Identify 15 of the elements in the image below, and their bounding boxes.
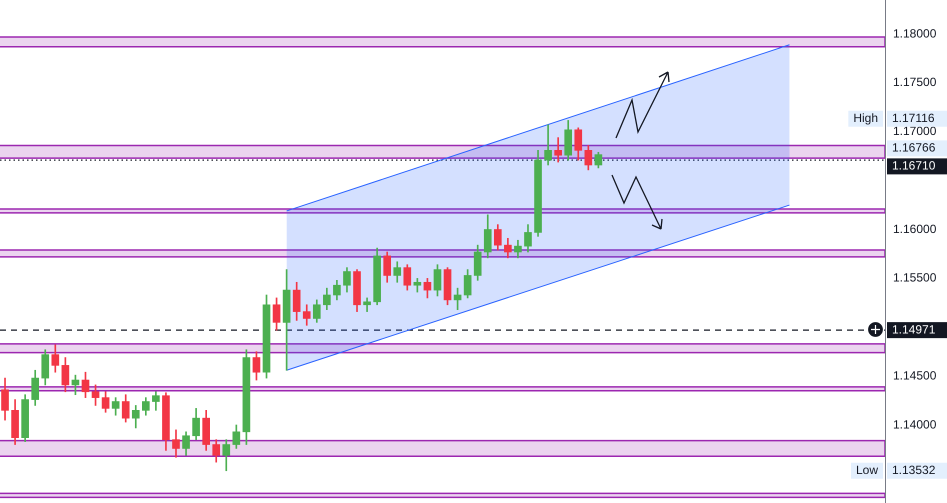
y-tick-label: 1.17500 [893, 75, 937, 90]
y-tick-label: 1.18000 [893, 26, 937, 40]
y-tick-label: 1.16000 [893, 222, 937, 236]
annotation: High [853, 111, 878, 126]
y-tick-label: 1.17000 [893, 124, 937, 138]
y-tick-label: 1.15500 [893, 270, 937, 285]
ref-line-label: 1.16710 [892, 158, 936, 173]
text: 1.13532 [892, 463, 936, 478]
ref-line-label: 1.14971 [892, 322, 936, 336]
text: 1.17116 [892, 111, 935, 126]
y-tick-label: 1.14000 [893, 417, 937, 432]
annotation: Low [856, 463, 878, 478]
y-tick-label: 1.14500 [893, 368, 937, 382]
text: 1.16766 [892, 140, 936, 155]
candlestick [363, 298, 371, 312]
